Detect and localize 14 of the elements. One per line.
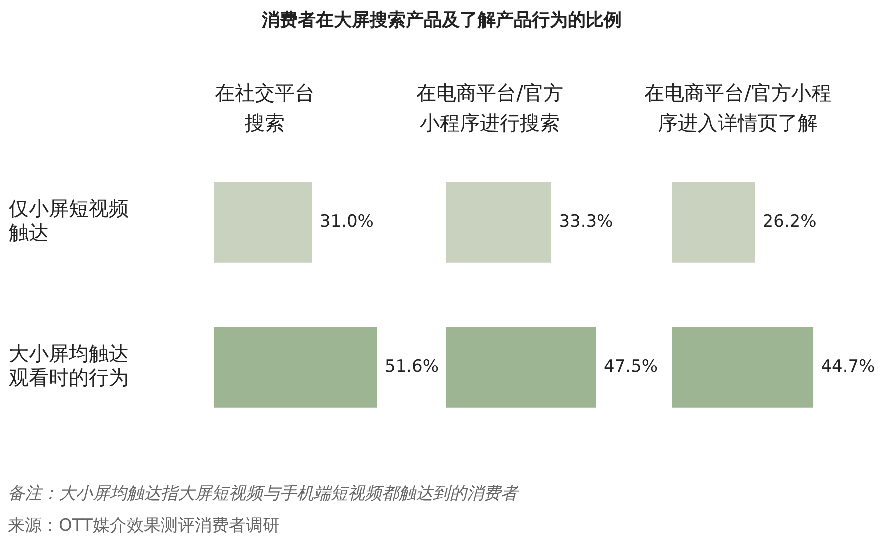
data-label: 51.6% (385, 356, 440, 377)
data-label: 33.3% (559, 212, 614, 232)
y-tick-label: 仅小屏短视频触达 (9, 196, 129, 245)
data-label: 47.5% (604, 356, 658, 377)
data-label: 44.7% (821, 356, 876, 377)
text: 消费者在大屏搜索产品及了解产品行为的比例 (260, 9, 623, 32)
chart-title: 在电商平台/官方小程序进行搜索 (416, 80, 564, 137)
chart-title: 在社交平台搜索 (214, 80, 316, 137)
source-note: 来源：OTT媒介效果测评消费者调研 (8, 515, 280, 537)
data-label: 31.0% (320, 212, 374, 232)
text: 备注：大小屏均触达指大屏短视频与手机端短视频都触达到的消费者 (8, 483, 518, 505)
chart-title: 在电商平台/官方小程序进入详情页了解 (644, 80, 832, 137)
y-tick-label: 大小屏均触达观看时的行为 (9, 342, 129, 390)
data-label: 26.2% (762, 212, 817, 232)
